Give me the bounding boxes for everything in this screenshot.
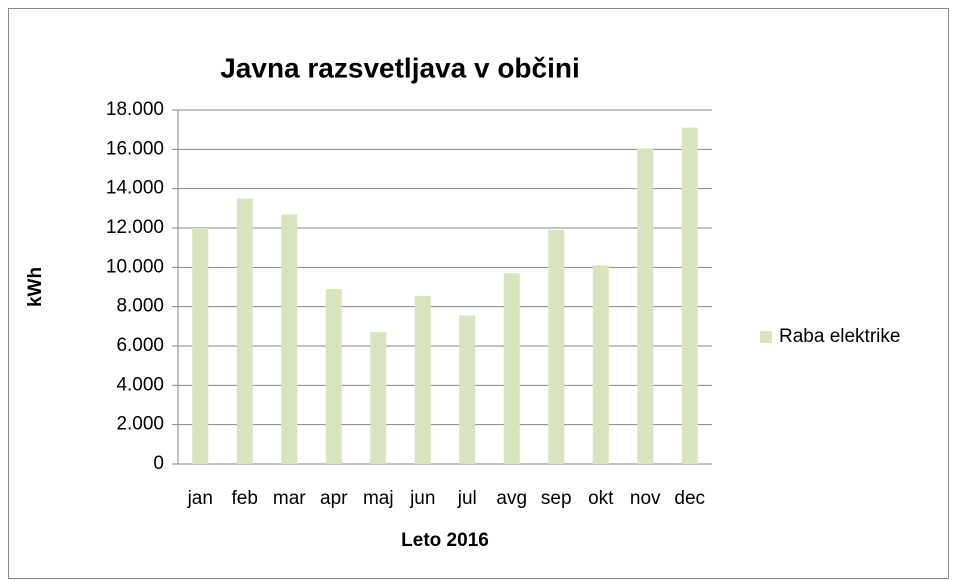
bar — [325, 288, 342, 464]
y-tick-label: 16.000 — [106, 138, 164, 159]
x-tick-label: jun — [409, 488, 435, 509]
y-tick-label: 0 — [153, 453, 164, 474]
bar — [592, 265, 609, 464]
bar — [192, 228, 209, 464]
x-tick-label: mar — [273, 488, 306, 509]
y-tick-label: 8.000 — [116, 296, 164, 317]
y-tick-label: 2.000 — [116, 414, 164, 435]
x-tick-label: maj — [363, 488, 394, 509]
bar — [681, 127, 698, 464]
y-axis-title: kWh — [25, 267, 46, 307]
x-tick-label: jan — [187, 488, 213, 509]
x-tick-label: feb — [232, 488, 258, 509]
y-tick-label: 6.000 — [116, 335, 164, 356]
bar — [548, 229, 565, 464]
x-tick-label: okt — [588, 488, 614, 509]
x-tick-label: avg — [496, 488, 527, 509]
bar — [503, 273, 520, 464]
y-tick-label: 12.000 — [106, 217, 164, 238]
legend-swatch — [760, 331, 772, 343]
x-tick-label: nov — [630, 488, 661, 509]
chart-title: Javna razsvetljava v občini — [220, 52, 580, 83]
y-tick-label: 4.000 — [116, 374, 164, 395]
x-tick-label: dec — [674, 488, 705, 509]
legend-label: Raba elektrike — [779, 326, 900, 347]
x-tick-label: jul — [457, 488, 477, 509]
bar — [459, 315, 476, 464]
bar — [637, 148, 654, 464]
bar — [370, 332, 387, 464]
bar — [281, 214, 298, 464]
y-tick-label: 18.000 — [106, 99, 164, 120]
bar — [414, 295, 431, 464]
x-tick-label: apr — [320, 488, 348, 509]
chart-border — [8, 8, 949, 579]
y-tick-label: 14.000 — [106, 178, 164, 199]
y-tick-label: 10.000 — [106, 256, 164, 277]
x-tick-label: sep — [541, 488, 572, 509]
x-axis-title: Leto 2016 — [401, 530, 489, 551]
bar — [236, 198, 253, 464]
